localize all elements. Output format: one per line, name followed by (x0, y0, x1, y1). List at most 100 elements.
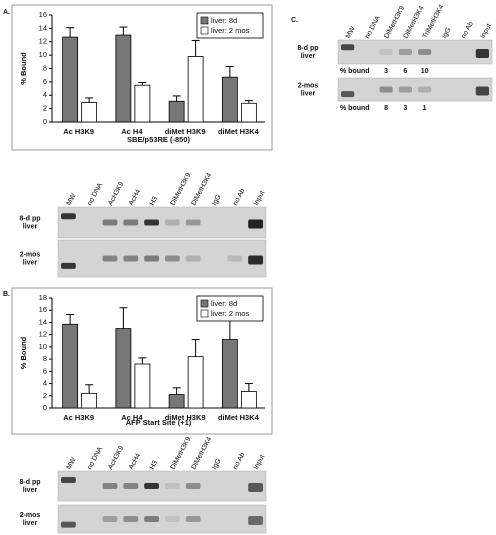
bound-label: % bound (340, 68, 370, 75)
gel-band (144, 219, 159, 226)
bar (134, 363, 151, 409)
bar (221, 76, 238, 123)
gel-band (61, 477, 76, 483)
bound-value: 1 (423, 105, 427, 112)
y-tick-label: 16 (39, 10, 47, 19)
lane-label: H3 (149, 460, 159, 471)
gel-band (165, 255, 180, 262)
gel-image (337, 39, 493, 65)
lane-label: DiMetH3K9 (170, 172, 193, 207)
lane-label: no Ab (232, 188, 247, 207)
gel-image (57, 470, 267, 502)
error-bar (244, 383, 253, 392)
panel-label: B. (3, 291, 10, 298)
y-tick-label: 10 (39, 50, 47, 59)
lane-label: no DNA (86, 182, 104, 207)
panel-label: A. (3, 9, 10, 16)
x-tick-label: Ac H4 (121, 127, 143, 136)
bar (115, 328, 132, 409)
y-tick-label: 8 (43, 354, 47, 363)
gel-band (227, 255, 243, 262)
row-label: liver (23, 520, 38, 527)
gel-band (144, 483, 159, 489)
row-label: liver (301, 90, 316, 97)
lane-label: DiMetH3K4 (190, 436, 213, 471)
gel-image (57, 239, 267, 278)
lane-label: Input (253, 190, 267, 207)
bound-label: % bound (340, 105, 370, 112)
gel-band (61, 213, 76, 220)
gel-band (185, 219, 201, 226)
gel-band (144, 255, 159, 262)
panel-a-frame (11, 4, 273, 151)
gel-band (123, 483, 139, 489)
lane-label: no Ab (460, 21, 475, 40)
y-tick-label: 4 (43, 379, 47, 388)
error-bar (244, 100, 253, 104)
y-tick-label: 8 (43, 63, 47, 72)
y-tick-label: 6 (43, 77, 47, 86)
row-label: 8-d pp (20, 479, 41, 486)
x-tick-label: diMet H3K4 (218, 127, 260, 136)
legend-label: liver: 2 mos (211, 26, 250, 35)
bound-value: 3 (403, 105, 407, 112)
lane-label: MW (66, 456, 78, 471)
bar (134, 84, 151, 123)
y-tick-label: 16 (39, 305, 47, 314)
error-bar (66, 27, 75, 38)
y-axis-label: % Bound (19, 52, 28, 85)
lane-label: DiMetH3K4 (190, 172, 213, 207)
lane-label: IgG (211, 458, 222, 471)
x-tick-label: diMet H3K9 (165, 413, 206, 422)
gel-band (123, 255, 139, 262)
x-tick-label: Ac H3K9 (63, 127, 94, 136)
gel-band (185, 255, 201, 262)
error-bar (119, 307, 128, 329)
bound-value: 10 (421, 68, 429, 75)
legend-label: liver: 8d (211, 16, 237, 25)
bar (240, 391, 257, 409)
bound-value: 3 (384, 68, 388, 75)
panel-b-frame (11, 287, 273, 435)
gel-band (379, 86, 393, 93)
error-bar (119, 26, 128, 36)
gel-band (165, 516, 180, 522)
gel-band (418, 49, 432, 55)
x-axis-label: SBE/p53RE (-850) (127, 135, 190, 144)
y-tick-label: 10 (39, 342, 47, 351)
lane-label: AcH4 (128, 452, 142, 470)
gel-image (57, 206, 267, 239)
legend-swatch (200, 16, 209, 25)
bar (221, 339, 238, 409)
lane-label: H3 (149, 196, 159, 207)
y-tick-label: 2 (43, 391, 47, 400)
row-label: 2-mos (20, 512, 41, 519)
y-tick-label: 12 (39, 330, 47, 339)
gel-band (123, 516, 139, 522)
lane-label: no DNA (86, 446, 104, 471)
x-tick-label: Ac H4 (121, 413, 143, 422)
bar (62, 323, 79, 409)
gel-band (165, 483, 180, 489)
gel-band (144, 516, 159, 522)
row-label: liver (23, 223, 38, 230)
error-bar (85, 97, 94, 103)
lane-label: MW (66, 192, 78, 207)
y-tick-label: 14 (39, 317, 47, 326)
lane-label: DiMetH3K9 (170, 436, 193, 471)
bar (187, 356, 204, 409)
lane-label: Input (480, 23, 494, 40)
lane-label: Input (253, 454, 267, 471)
gel-band (379, 49, 393, 55)
gel-image (57, 504, 267, 534)
error-bar (191, 339, 200, 357)
gel-image (337, 77, 493, 102)
gel-band (398, 49, 412, 55)
gel-band (185, 483, 201, 489)
error-bar (225, 319, 234, 340)
bar (81, 392, 98, 409)
x-tick-label: Ac H3K9 (63, 413, 94, 422)
lane-label: no Ab (232, 452, 247, 471)
row-label: liver (23, 259, 38, 266)
legend-swatch (200, 26, 209, 35)
